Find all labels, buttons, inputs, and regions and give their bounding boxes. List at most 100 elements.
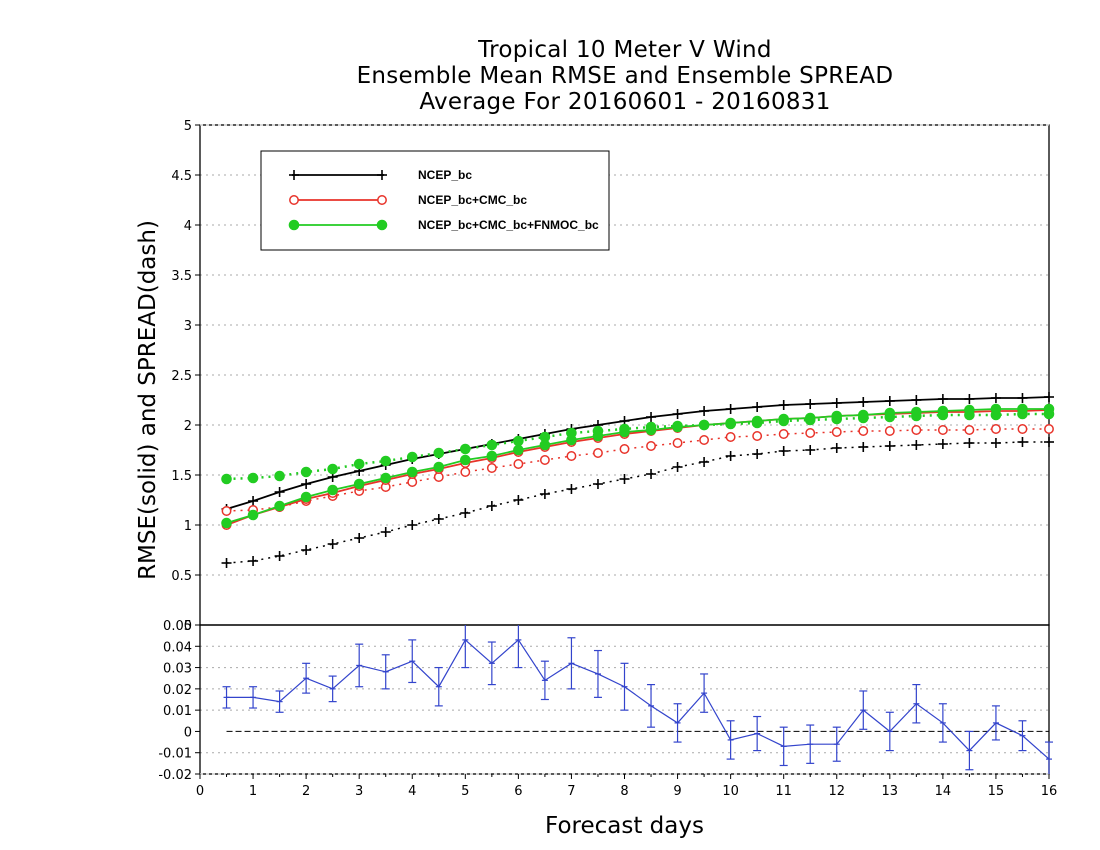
y-tick-label: 0.05 <box>163 619 192 634</box>
rmse-point <box>804 412 816 424</box>
error-bar <box>328 675 337 703</box>
legend-label: NCEP_bc <box>418 168 472 182</box>
rmse-point <box>778 413 789 425</box>
rmse-point <box>1017 403 1028 415</box>
error-bar <box>593 649 602 698</box>
rmse-point <box>353 478 365 490</box>
spread-point <box>460 443 471 455</box>
rmse-point <box>539 439 551 451</box>
spread-point <box>566 451 577 461</box>
rmse-point <box>911 395 922 405</box>
legend-marker <box>289 195 299 205</box>
spread-point <box>884 441 895 451</box>
spread-point <box>460 467 471 477</box>
error-bar <box>487 641 496 686</box>
spread-point <box>990 424 1001 434</box>
spread-point <box>937 439 948 449</box>
spread-point <box>460 508 471 518</box>
error-bar <box>222 686 231 709</box>
spread-point <box>805 445 816 455</box>
rmse-point <box>990 403 1002 415</box>
spread-point <box>1044 424 1054 434</box>
x-tick-label: 4 <box>408 784 416 799</box>
rmse-point <box>327 484 338 496</box>
spread-point <box>539 489 550 499</box>
rmse-point <box>460 454 471 466</box>
y-axis-title: RMSE(solid) and SPREAD(dash) <box>135 220 161 580</box>
error-bar <box>1018 720 1027 752</box>
x-tick-label: 5 <box>461 784 469 799</box>
spread-point <box>221 506 232 516</box>
rmse-point <box>247 509 259 521</box>
spread-point <box>407 520 418 530</box>
rmse-point <box>911 406 922 418</box>
spread-point <box>354 533 365 543</box>
rmse-point <box>1017 393 1028 403</box>
rmse-point <box>831 398 842 408</box>
error-bar <box>381 654 390 690</box>
rmse-point <box>937 394 948 404</box>
y-tick-label: 0.01 <box>163 704 192 719</box>
spread-point <box>911 425 922 435</box>
error-bar <box>249 686 258 709</box>
spread-point <box>593 448 603 458</box>
spread-point <box>699 457 710 467</box>
rmse-point <box>858 397 869 407</box>
spread-point <box>725 451 736 461</box>
x-tick-label: 8 <box>620 784 628 799</box>
spread-point <box>831 427 842 437</box>
rmse-line <box>226 396 1050 510</box>
spread-point <box>274 551 285 561</box>
x-tick-label: 16 <box>1041 784 1058 799</box>
chart-subtitle: Ensemble Mean RMSE and Ensemble SPREAD <box>356 63 894 89</box>
error-bar <box>859 690 868 730</box>
series-ncep-bc <box>221 392 1054 568</box>
rmse-point <box>937 405 949 417</box>
spread-point <box>699 435 710 445</box>
spread-point <box>433 472 444 482</box>
error-bar <box>938 703 947 743</box>
error-bar <box>514 625 523 669</box>
x-tick-label: 2 <box>302 784 310 799</box>
spread-point <box>646 441 656 451</box>
rmse-point <box>1043 403 1055 415</box>
legend-label: NCEP_bc+CMC_bc+FNMOC_bc <box>418 218 599 232</box>
spread-point <box>539 455 550 465</box>
spread-point <box>964 425 975 435</box>
spread-point <box>1044 437 1054 447</box>
rmse-point <box>778 400 789 410</box>
y-tick-label: 1.5 <box>171 469 192 484</box>
spread-point <box>1017 424 1028 434</box>
y-tick-label: 5 <box>184 119 192 134</box>
error-bar <box>700 673 709 713</box>
spread-line <box>226 441 1049 564</box>
legend-marker <box>377 195 387 205</box>
error-bar <box>1045 741 1053 774</box>
rmse-point <box>300 491 312 503</box>
x-axis: 0 1 2 3 4 5 6 7 8 9 10 11 12 13 14 15 16 <box>196 774 1057 799</box>
rmse-point <box>274 500 285 512</box>
y-tick-label: 4.5 <box>171 169 192 184</box>
spread-point <box>592 479 603 489</box>
spread-point <box>805 428 816 438</box>
spread-point <box>380 455 392 467</box>
rmse-point <box>831 410 843 422</box>
rmse-point <box>301 479 312 489</box>
spread-point <box>486 463 497 473</box>
spread-point <box>858 442 869 452</box>
spread-point <box>486 439 498 451</box>
y-tick-label: 2.5 <box>171 369 192 384</box>
legend-label: NCEP_bc+CMC_bc <box>418 193 527 207</box>
rmse-point <box>857 409 869 421</box>
error-bar <box>991 705 1000 741</box>
error-bar <box>275 690 284 713</box>
spread-point <box>353 458 365 470</box>
rmse-point <box>221 517 232 529</box>
x-axis-title: Forecast days <box>545 813 704 839</box>
rmse-point <box>990 393 1001 403</box>
rmse-point <box>248 496 259 506</box>
rmse-point <box>964 404 975 416</box>
y-tick-label: 2 <box>184 419 192 434</box>
spread-point <box>221 558 232 568</box>
